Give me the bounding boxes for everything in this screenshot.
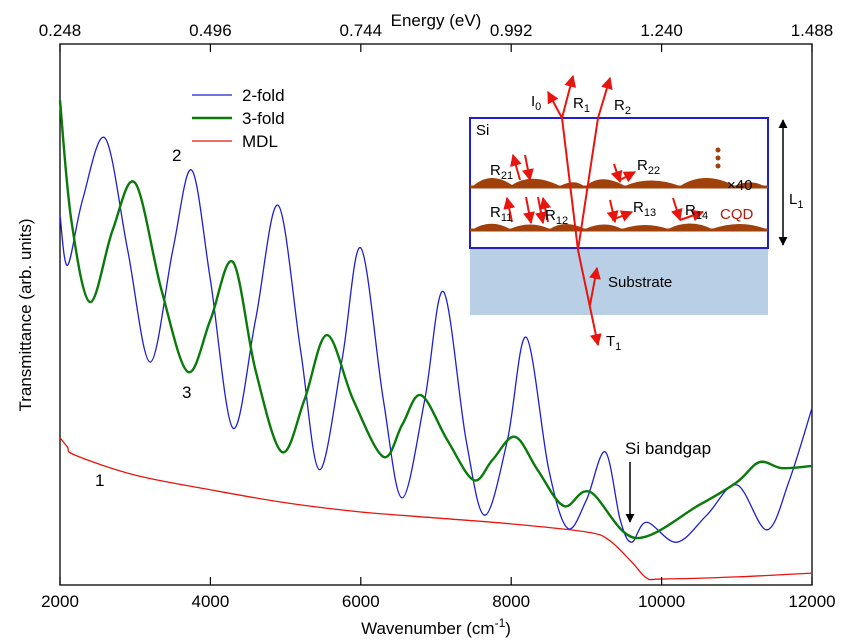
- x-tick-label: 12000: [788, 592, 835, 611]
- x2-label: Energy (eV): [391, 11, 482, 30]
- inset-label: ×40: [727, 177, 752, 194]
- inset-label: R14: [685, 202, 708, 222]
- inset-label: L1: [789, 191, 803, 211]
- inset-label: R22: [637, 157, 660, 177]
- x2-tick-label: 0.744: [340, 21, 383, 40]
- x-label: Wavenumber (cm-1): [361, 616, 511, 638]
- x-tick-label: 10000: [638, 592, 685, 611]
- annotation: 1: [95, 471, 104, 490]
- inset-label: I0: [531, 93, 541, 113]
- inset-label: CQD: [720, 206, 754, 223]
- series-line: [58, 100, 813, 540]
- series-line: [59, 437, 813, 581]
- x2-tick-label: 1.240: [640, 21, 683, 40]
- x-tick-label: 8000: [492, 592, 530, 611]
- x2-tick-label: 1.488: [791, 21, 834, 40]
- inset-label: R11: [490, 204, 512, 224]
- x-tick-label: 6000: [342, 592, 380, 611]
- series-layer: [58, 100, 813, 581]
- annotation: 3: [182, 383, 191, 402]
- annotation: Si bandgap: [625, 439, 711, 458]
- substrate: [470, 248, 768, 315]
- x-tick-label: 4000: [191, 592, 229, 611]
- inset-label: T1: [606, 333, 621, 353]
- x2-tick-label: 0.992: [490, 21, 533, 40]
- x2-tick-label: 0.496: [189, 21, 232, 40]
- inset: I0 R1 R2 Si R21 R22 ×40 R11 R12 R13 R14 …: [469, 74, 803, 353]
- cqd-layers: [472, 177, 766, 230]
- x-tick-label: 2000: [41, 592, 79, 611]
- series-line: [59, 136, 813, 543]
- x2-tick-label: 0.248: [39, 21, 82, 40]
- inset-label: R1: [573, 95, 590, 115]
- inset-label: Substrate: [608, 274, 672, 291]
- legend-label: MDL: [242, 132, 278, 151]
- annotation: 2: [172, 146, 181, 165]
- y-label: Transmittance (arb. units): [16, 218, 35, 411]
- inset-label: R21: [490, 162, 513, 182]
- legend-label: 2-fold: [242, 86, 285, 105]
- inset-label: R13: [633, 199, 656, 219]
- plot-frame: [59, 43, 813, 586]
- inset-label: Si: [476, 122, 489, 139]
- inset-label: R12: [545, 207, 568, 227]
- inset-label: R2: [614, 97, 631, 117]
- legend-label: 3-fold: [242, 109, 285, 128]
